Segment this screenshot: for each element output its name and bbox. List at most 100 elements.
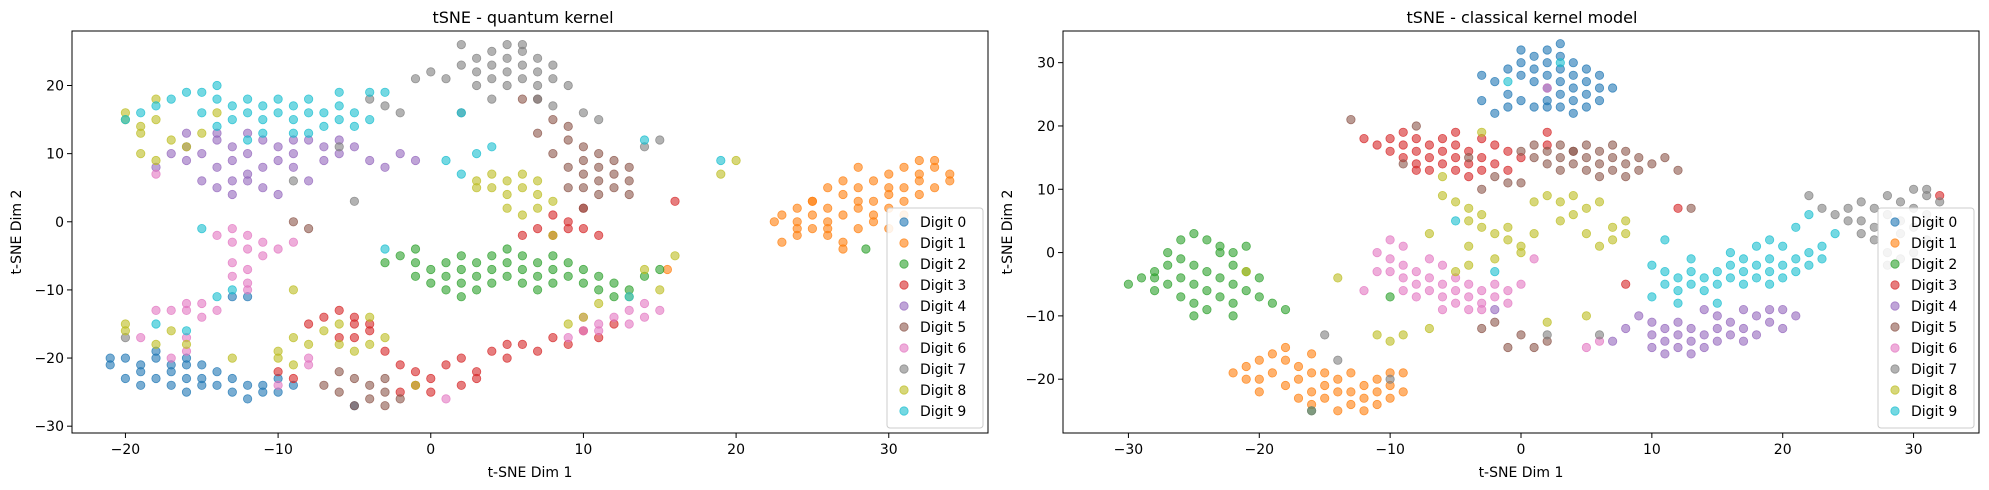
scatter-point-digit-8: [227, 353, 237, 363]
scatter-point-digit-7: [1307, 406, 1317, 416]
scatter-point-digit-8: [410, 380, 421, 390]
scatter-point-digit-9: [1765, 254, 1775, 264]
scatter-point-digit-7: [517, 39, 528, 50]
scatter-point-digit-3: [1621, 279, 1631, 289]
scatter-point-digit-8: [1437, 172, 1448, 182]
scatter-point-digit-7: [456, 39, 466, 50]
scatter-point-digit-5: [1594, 159, 1605, 169]
scatter-point-digit-8: [1424, 323, 1435, 334]
scatter-point-digit-3: [502, 353, 512, 363]
scatter-point-digit-8: [1464, 216, 1474, 226]
scatter-point-digit-0: [1608, 83, 1618, 93]
scatter-point-digit-0: [120, 373, 131, 384]
scatter-point-digit-6: [1372, 248, 1382, 258]
scatter-point-digit-4: [273, 189, 283, 200]
scatter-point-digit-1: [769, 217, 779, 227]
scatter-point-digit-9: [334, 115, 344, 125]
scatter-point-digit-8: [1621, 229, 1631, 239]
scatter-point-digit-8: [517, 183, 528, 193]
scatter-point-digit-0: [1503, 89, 1513, 99]
scatter-point-digit-3: [1451, 165, 1461, 175]
scatter-point-digit-9: [1451, 216, 1461, 226]
scatter-point-digit-5: [548, 115, 558, 125]
scatter-point-digit-1: [1346, 399, 1356, 410]
scatter-point-digit-4: [395, 149, 405, 159]
legend-label: Digit 3: [920, 278, 966, 294]
scatter-point-digit-9: [120, 115, 131, 125]
scatter-point-digit-2: [487, 264, 497, 275]
scatter-point-digit-8: [594, 298, 604, 309]
legend-box: [1877, 207, 1975, 429]
scatter-point-digit-0: [1542, 45, 1552, 55]
scatter-point-digit-8: [1424, 229, 1435, 239]
scatter-point-digit-9: [487, 142, 497, 152]
scatter-point-digit-0: [1568, 96, 1578, 106]
scatter-point-digit-7: [380, 101, 390, 111]
scatter-point-digit-9: [1660, 266, 1670, 277]
scatter-point-digit-9: [471, 149, 482, 159]
scatter-point-digit-2: [1150, 273, 1160, 283]
scatter-point-digit-0: [1529, 102, 1539, 112]
scatter-point-digit-9: [1804, 248, 1814, 258]
scatter-point-digit-6: [563, 332, 573, 343]
scatter-point-digit-1: [1280, 342, 1291, 353]
scatter-point-digit-0: [1477, 70, 1487, 80]
scatter-point-digit-1: [1293, 361, 1304, 372]
scatter-point-digit-3: [1385, 134, 1395, 144]
scatter-point-digit-5: [609, 183, 619, 193]
scatter-point-digit-0: [166, 380, 176, 390]
scatter-point-digit-9: [1804, 260, 1814, 270]
legend-label: Digit 0: [1911, 215, 1957, 231]
scatter-point-digit-7: [517, 60, 528, 70]
scatter-point-digit-5: [365, 394, 375, 404]
scatter-point-digit-7: [1895, 197, 1906, 207]
scatter-point-digit-5: [1516, 330, 1526, 340]
scatter-point-digit-5: [578, 155, 589, 166]
x-tick-label: −20: [111, 442, 141, 458]
scatter-point-digit-1: [1254, 355, 1264, 365]
scatter-point-digit-8: [181, 142, 192, 152]
scatter-point-digit-8: [1437, 191, 1448, 201]
scatter-point-digit-9: [441, 155, 451, 166]
scatter-point-digit-0: [258, 380, 268, 390]
scatter-point-digit-9: [1751, 273, 1762, 283]
y-axis-label: t-SNE Dim 2: [9, 190, 25, 275]
scatter-point-digit-3: [410, 367, 421, 377]
x-axis-label: t-SNE Dim 1: [488, 465, 573, 481]
scatter-point-digit-3: [395, 360, 405, 370]
scatter-point-digit-8: [151, 339, 161, 349]
scatter-point-digit-8: [1398, 330, 1408, 340]
scatter-point-digit-7: [1843, 216, 1853, 226]
scatter-point-digit-9: [1660, 279, 1670, 289]
scatter-point-digit-3: [548, 210, 558, 220]
scatter-point-digit-1: [1307, 349, 1317, 359]
scatter-point-digit-5: [578, 142, 589, 152]
scatter-point-digit-6: [258, 251, 268, 261]
scatter-point-digit-3: [273, 367, 283, 377]
scatter-point-digit-6: [1424, 273, 1435, 283]
legend-label: Digit 8: [920, 383, 966, 399]
scatter-point-digit-8: [1516, 248, 1526, 258]
scatter-point-digit-2: [1202, 266, 1212, 277]
scatter-point-digit-1: [868, 210, 879, 220]
scatter-point-digit-4: [1765, 317, 1775, 327]
scatter-point-digit-6: [1451, 298, 1461, 308]
scatter-point-digit-5: [594, 189, 604, 200]
scatter-point-digit-4: [1725, 330, 1736, 340]
scatter-point-digit-5: [624, 189, 634, 200]
scatter-point-digit-8: [1464, 203, 1474, 213]
scatter-point-digit-5: [1608, 165, 1618, 175]
scatter-point-digit-2: [487, 278, 497, 288]
scatter-point-digit-4: [181, 155, 192, 166]
scatter-point-digit-8: [380, 332, 390, 343]
scatter-point-digit-0: [197, 373, 207, 384]
scatter-point-digit-7: [441, 74, 451, 84]
scatter-point-digit-3: [1398, 140, 1408, 150]
scatter-point-digit-0: [1594, 70, 1605, 80]
scatter-point-digit-4: [227, 189, 237, 200]
scatter-point-digit-4: [258, 162, 268, 172]
scatter-point-digit-2: [532, 271, 543, 281]
scatter-point-digit-7: [487, 60, 497, 70]
scatter-point-digit-3: [532, 346, 543, 356]
scatter-point-digit-4: [212, 162, 222, 172]
